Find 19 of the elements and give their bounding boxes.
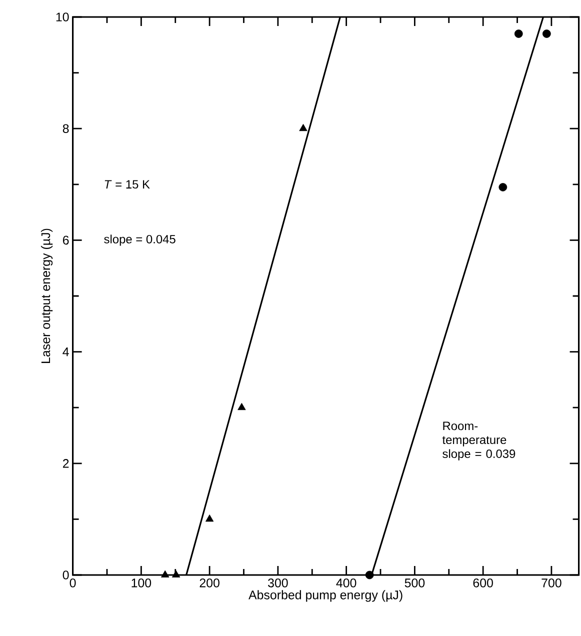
y-tick-label: 8 xyxy=(62,124,69,134)
annotation: slope = 0.045 xyxy=(104,234,176,246)
y-tick-label: 6 xyxy=(62,236,69,245)
y-tick-label: 0 xyxy=(62,570,69,580)
x-tick-label: 200 xyxy=(200,578,220,588)
y-tick-label: 10 xyxy=(56,12,69,22)
y-axis-title: Laser output energy (µJ) xyxy=(40,228,53,363)
annotation: Room-temperature slope = 0.039 xyxy=(442,422,516,460)
x-tick-label: 700 xyxy=(542,578,562,588)
x-tick-label: 100 xyxy=(132,578,152,588)
y-tick-label: 4 xyxy=(62,348,69,356)
x-tick-label: 500 xyxy=(404,578,425,588)
y-tick-label: 2 xyxy=(62,459,69,468)
x-tick-label: 600 xyxy=(473,578,493,588)
x-axis-title: Absorbed pump energy (µJ) xyxy=(248,590,402,602)
annotation: T = 15 K xyxy=(104,180,150,189)
x-tick-label: 0 xyxy=(70,578,76,588)
x-tick-label: 400 xyxy=(336,578,356,588)
x-tick-label: 300 xyxy=(268,578,288,588)
